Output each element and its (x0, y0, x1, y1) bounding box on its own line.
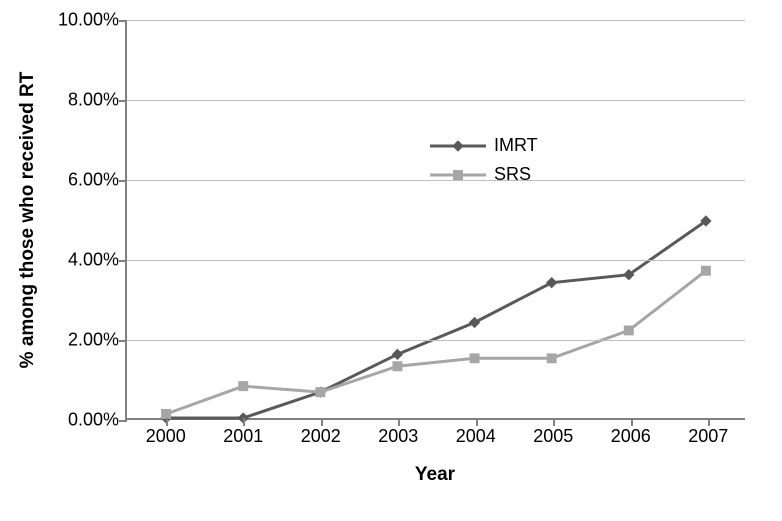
x-tick-label: 2004 (456, 418, 496, 447)
x-tick-label: 2003 (378, 418, 418, 447)
series-marker-srs (316, 388, 325, 397)
series-marker-srs (239, 382, 248, 391)
y-tick-label: 6.00% (68, 170, 127, 191)
legend-swatch (430, 167, 486, 183)
plot-area: 0.00%2.00%4.00%6.00%8.00%10.00%200020012… (125, 20, 745, 420)
legend-label: IMRT (494, 135, 538, 156)
y-tick-label: 8.00% (68, 90, 127, 111)
series-marker-srs (624, 326, 633, 335)
legend-item-imrt: IMRT (430, 135, 538, 156)
x-tick-label: 2000 (146, 418, 186, 447)
gridline (127, 340, 745, 341)
legend-item-srs: SRS (430, 164, 538, 185)
x-axis-title: Year (415, 464, 455, 486)
y-tick-label: 4.00% (68, 250, 127, 271)
x-tick-label: 2002 (301, 418, 341, 447)
series-layer (127, 20, 745, 418)
x-tick-label: 2006 (611, 418, 651, 447)
x-tick-label: 2007 (688, 418, 728, 447)
y-tick-label: 10.00% (58, 10, 127, 31)
series-marker-srs (470, 354, 479, 363)
y-tick-label: 2.00% (68, 330, 127, 351)
series-marker-imrt (470, 318, 480, 328)
series-marker-srs (393, 362, 402, 371)
gridline (127, 260, 745, 261)
y-axis-title: % among those who received RT (17, 72, 39, 369)
series-line-srs (166, 271, 706, 414)
series-marker-imrt (392, 349, 402, 359)
x-tick-label: 2001 (223, 418, 263, 447)
gridline (127, 20, 745, 21)
legend-swatch (430, 138, 486, 154)
x-tick-label: 2005 (533, 418, 573, 447)
gridline (127, 100, 745, 101)
line-chart: 0.00% 2.00% 4.00% 6.00% 8.00% 10.00% 2000 2001 2… (0, 0, 782, 521)
legend-label: SRS (494, 164, 531, 185)
series-marker-imrt (547, 278, 557, 288)
y-tick-label: 0.00% (68, 410, 127, 431)
legend: IMRT SRS (430, 135, 538, 193)
series-marker-srs (701, 266, 710, 275)
series-marker-srs (547, 354, 556, 363)
